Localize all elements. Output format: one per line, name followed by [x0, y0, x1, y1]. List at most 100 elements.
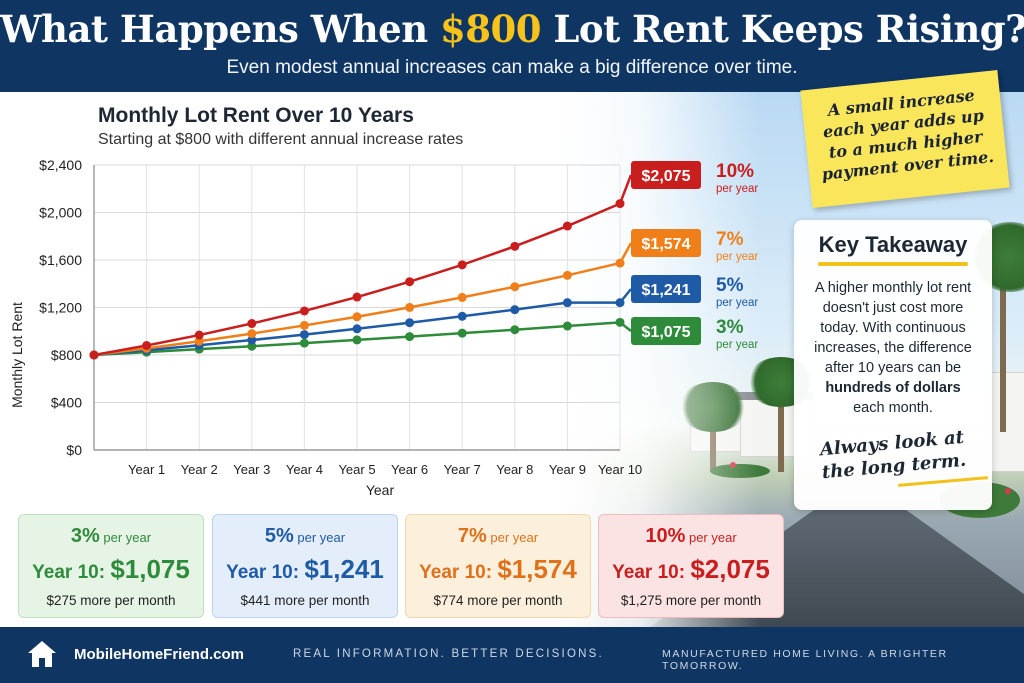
leader-line [619, 288, 632, 304]
card-difference: $275 more per month [46, 593, 176, 608]
data-point [457, 328, 467, 338]
card-rate: 5% per year [264, 525, 346, 547]
data-point [562, 270, 572, 280]
data-point [457, 292, 467, 302]
y-axis-ticks: $0 $400 $800 $1,200 $1,600 $2,000 $2,400 [39, 157, 82, 458]
data-point [405, 332, 415, 342]
data-point [194, 336, 204, 346]
data-point [405, 277, 415, 287]
takeaway-body: A higher monthly lot rent doesn't just c… [814, 280, 972, 416]
x-tick-label: Year 2 [181, 462, 218, 477]
data-point [299, 338, 309, 348]
y-tick-label: $400 [51, 395, 82, 411]
card-difference: $441 more per month [240, 593, 370, 608]
data-point [510, 305, 520, 315]
data-point [510, 282, 520, 292]
series-rate-sub: per year [716, 339, 758, 351]
title-highlight: $800 [440, 7, 541, 51]
card-year10-value: Year 10: $1,574 [419, 554, 577, 584]
tagline-right: MANUFACTURED HOME LIVING. A BRIGHTER TOM… [662, 648, 948, 672]
x-tick-label: Year 3 [233, 462, 270, 477]
end-labels: $2,075 10%per year$1,574 7%per year$1,241 5… [618, 161, 758, 351]
card-year10-value: Year 10: $1,075 [32, 554, 190, 584]
series-rate-sub: per year [716, 297, 758, 309]
summary-card-10pct: 10% per year Year 10: $2,075 $1,275 more p… [598, 514, 784, 618]
end-value-label: $1,241 [642, 282, 691, 299]
data-point [247, 319, 257, 329]
data-point [352, 292, 362, 302]
series-rate-sub: per year [716, 183, 758, 195]
data-point [247, 329, 257, 339]
note-text: A small increase each year adds up to a … [820, 85, 995, 184]
y-tick-label: $1,600 [39, 252, 82, 268]
data-point [405, 302, 415, 312]
page-subtitle: Even modest annual increases can make a … [226, 57, 798, 78]
data-point [457, 260, 467, 270]
series-rate-label: 7% [716, 229, 744, 250]
x-tick-label: Year 7 [444, 462, 481, 477]
series-rate-label: 10% [716, 161, 754, 182]
card-difference: $1,275 more per month [620, 593, 762, 608]
data-point [299, 330, 309, 340]
data-point [89, 350, 99, 360]
key-takeaway-panel: Key Takeaway A higher monthly lot rent d… [794, 220, 992, 510]
x-axis-ticks: Year 1 Year 2 Year 3 Year 4 Year 5 Year 6 Year… [128, 462, 642, 477]
home-icon [28, 641, 56, 667]
series-rate-sub: per year [716, 251, 758, 263]
chart-subtitle: Starting at $800 with different annual i… [98, 131, 464, 148]
data-point [562, 298, 572, 308]
y-tick-label: $2,000 [39, 205, 82, 221]
data-point [299, 320, 309, 330]
series-rate-label: 5% [716, 275, 744, 296]
x-tick-label: Year 1 [128, 462, 165, 477]
flower [1005, 488, 1011, 494]
end-value-badge [631, 275, 701, 303]
page-title: What Happens When $800 Lot Rent Keeps Ri… [0, 7, 1024, 51]
series-rate-label: 3% [716, 317, 744, 338]
end-value-label: $1,574 [642, 236, 691, 253]
x-tick-label: Year 8 [496, 462, 533, 477]
end-value-badge [631, 161, 701, 189]
takeaway-emphasis: hundreds of dollars [825, 380, 961, 396]
x-tick-label: Year 4 [286, 462, 323, 477]
card-rate: 10% per year [645, 525, 737, 547]
palm-tree [778, 392, 784, 472]
chart-series [89, 199, 625, 360]
x-tick-label: Year 6 [391, 462, 428, 477]
data-point [194, 330, 204, 340]
end-value-badge [631, 317, 701, 345]
header-banner: What Happens When $800 Lot Rent Keeps Ri… [0, 0, 1024, 92]
y-tick-label: $1,200 [39, 300, 82, 316]
data-point [247, 341, 257, 351]
data-point [562, 221, 572, 231]
sticky-note: A small increase each year adds up to a … [800, 69, 1010, 209]
data-point [405, 318, 415, 328]
summary-card-5pct: 5% per year Year 10: $1,241 $441 more per … [212, 514, 398, 618]
leader-line [618, 242, 633, 264]
leader-line [619, 321, 632, 332]
data-point [299, 306, 309, 316]
y-axis-label: Monthly Lot Rent [9, 302, 25, 408]
x-tick-label: Year 10 [598, 462, 642, 477]
data-point [247, 335, 257, 345]
closing-underline [898, 476, 988, 487]
house-image [990, 372, 1024, 472]
chart-grid [93, 164, 621, 451]
card-rate: 7% per year [457, 525, 539, 547]
line-chart: $0 $400 $800 $1,200 $1,600 $2,000 $2,400 Year … [9, 157, 758, 498]
y-tick-label: $800 [51, 347, 82, 363]
takeaway-title: Key Takeaway [818, 232, 968, 257]
card-year10-value: Year 10: $1,241 [226, 554, 384, 584]
end-value-label: $2,075 [642, 168, 691, 185]
data-point [562, 321, 572, 331]
card-year10-value: Year 10: $2,075 [612, 554, 770, 584]
y-tick-label: $2,400 [39, 157, 82, 173]
brand-name: MobileHomeFriend.com [74, 646, 245, 663]
data-point [142, 341, 152, 350]
card-rate: 3% per year [70, 525, 152, 547]
chart-title: Monthly Lot Rent Over 10 Years [98, 104, 414, 127]
end-value-badge [631, 229, 701, 257]
y-tick-label: $0 [66, 442, 82, 458]
takeaway-closing: Always look at the long term. [819, 426, 967, 484]
x-axis-label: Year [366, 482, 395, 498]
